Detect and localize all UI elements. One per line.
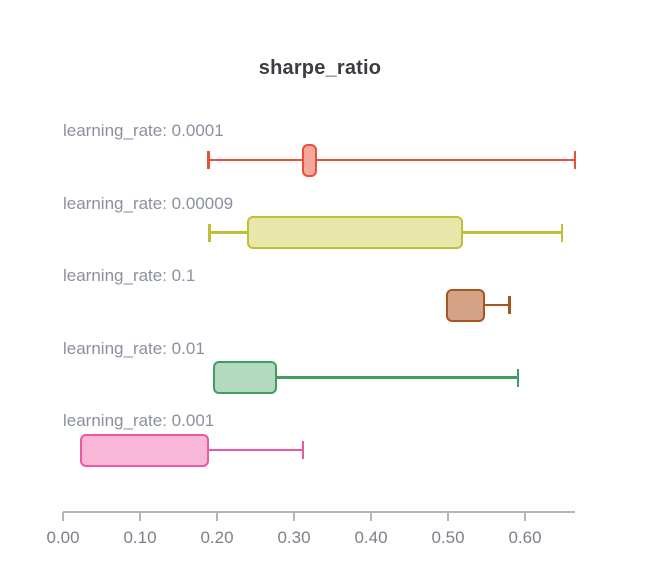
whisker-cap-max [573, 151, 577, 169]
x-axis-tick [62, 512, 64, 521]
whisker-low [209, 231, 248, 234]
x-axis-tick-label: 0.30 [277, 528, 311, 547]
whisker-high [208, 448, 304, 452]
x-axis-tick-label: 0.50 [431, 528, 465, 547]
x-axis-tick-label: 0.60 [508, 528, 542, 547]
series-label: learning_rate: 0.0001 [63, 121, 224, 140]
box [301, 143, 318, 177]
x-axis-tick [370, 512, 372, 521]
x-axis-tick [447, 512, 449, 521]
whisker-high [484, 303, 510, 307]
whisker-cap-max [301, 441, 305, 459]
whisker-low [208, 158, 302, 162]
x-axis-tick-label: 0.40 [354, 528, 388, 547]
x-axis-line [63, 511, 576, 513]
series-label: learning_rate: 0.01 [63, 338, 205, 358]
series-label: learning_rate: 0.00009 [63, 193, 234, 213]
series-label: learning_rate: 0.1 [63, 266, 196, 285]
whisker-high [463, 231, 562, 234]
whisker-cap-max [560, 223, 564, 242]
whisker-high [317, 158, 576, 162]
box [213, 361, 278, 394]
x-axis-tick [524, 512, 526, 521]
x-axis-tick-label: 0.10 [123, 528, 157, 547]
whisker-cap-max [516, 368, 520, 387]
box [446, 288, 485, 322]
x-axis-tick-label: 0.20 [200, 528, 234, 547]
whisker-cap-min [208, 223, 211, 242]
chart-title: sharpe_ratio [258, 57, 382, 79]
whisker-cap-min [207, 151, 210, 169]
whisker-cap-max [508, 296, 511, 314]
x-axis-tick [139, 512, 141, 521]
box [79, 433, 209, 467]
x-axis-tick-label: 0.00 [46, 528, 80, 547]
whisker-high [277, 376, 519, 379]
x-axis-tick [293, 512, 295, 521]
x-axis-tick [216, 512, 218, 521]
box [247, 216, 464, 249]
series-label: learning_rate: 0.001 [63, 411, 215, 430]
